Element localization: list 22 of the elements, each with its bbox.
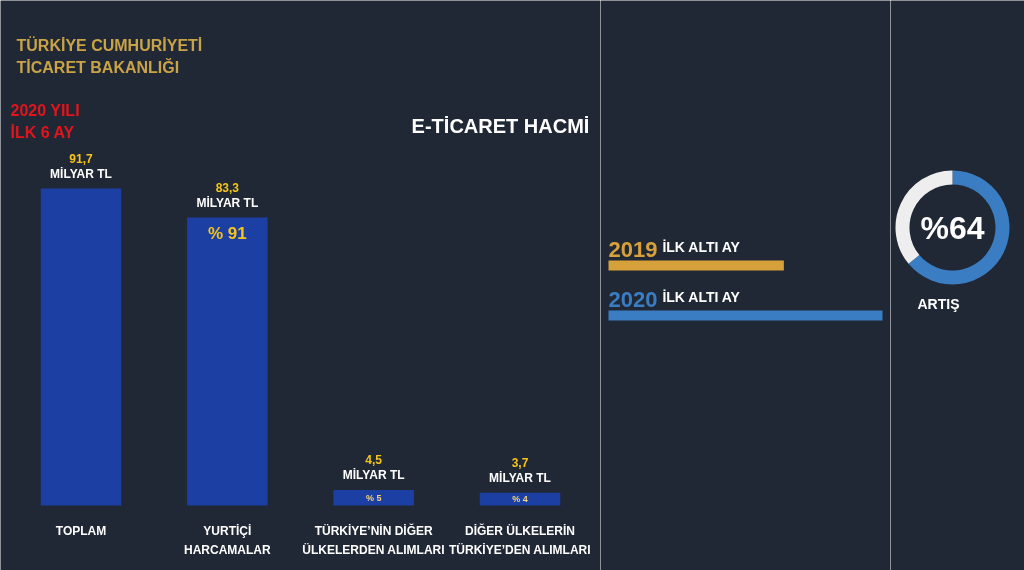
data-label: 83,3 MİLYAR TL bbox=[196, 180, 259, 210]
data-label: 4,5 MİLYAR TL bbox=[342, 452, 405, 482]
text: TÜRKİYE CUMHURİYETİ TİCARET BAKANLIĞI bbox=[16, 36, 203, 76]
x-tick-label: DİĞER ÜLKELERİN TÜRKİYE’DEN ALIMLARI bbox=[449, 522, 591, 557]
text: %64 bbox=[920, 209, 985, 246]
text: ARTIŞ bbox=[917, 295, 960, 312]
annotation: % 91 bbox=[207, 223, 247, 243]
data-label: 3,7 MİLYAR TL bbox=[489, 455, 551, 485]
annotation: % 4 bbox=[512, 494, 528, 505]
x-tick-label: TÜRKİYE’NİN DİĞER ÜLKELERDEN ALIMLARI bbox=[302, 522, 445, 557]
bar bbox=[479, 492, 561, 506]
chart-subtitle: 2020 YILI İLK 6 AY bbox=[10, 102, 80, 141]
bar bbox=[187, 217, 268, 506]
annotation: % 5 bbox=[365, 492, 382, 503]
chart-title: E-TİCARET HACMİ bbox=[411, 114, 590, 137]
y-tick-label: 2020 İLK ALTI AY bbox=[608, 286, 741, 312]
x-tick-label: YURTİÇİ HARCAMALAR bbox=[184, 522, 271, 557]
data-label: 91,7 MİLYAR TL bbox=[50, 151, 112, 181]
bar bbox=[40, 188, 122, 506]
x-tick-label: TOPLAM bbox=[55, 523, 107, 538]
bar bbox=[333, 489, 414, 506]
y-tick-label: 2019 İLK ALTI AY bbox=[608, 236, 741, 262]
